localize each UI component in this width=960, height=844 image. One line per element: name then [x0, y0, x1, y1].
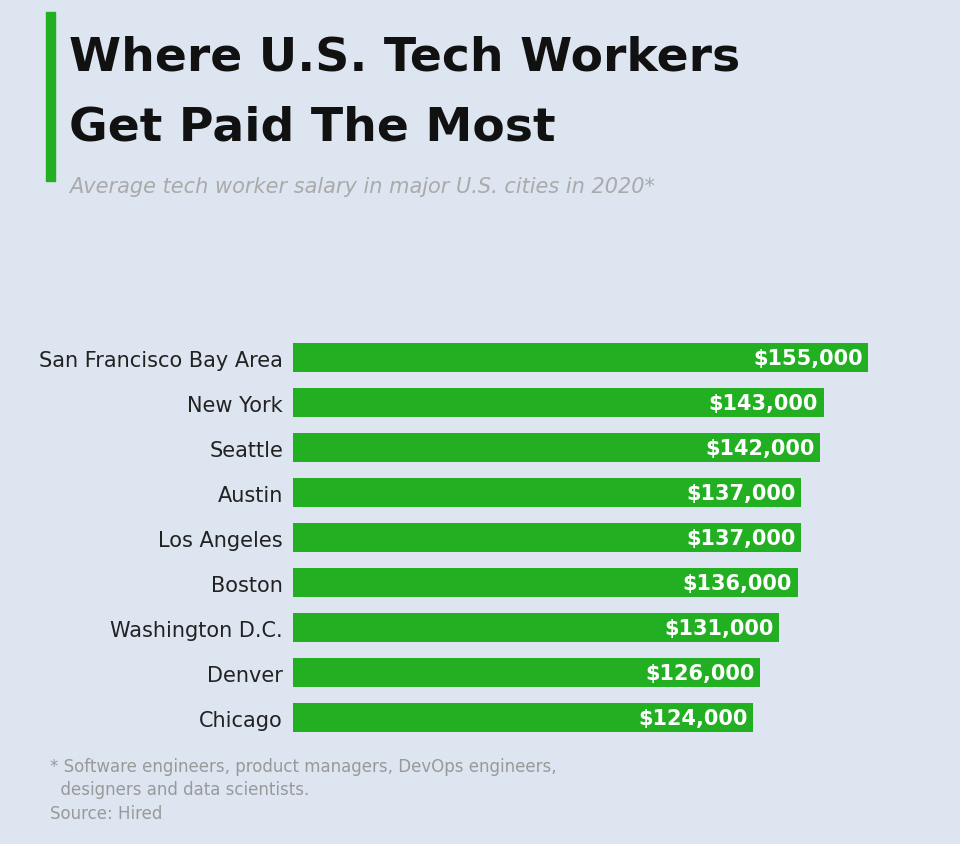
Bar — [293, 523, 802, 553]
Text: $126,000: $126,000 — [645, 663, 755, 683]
Bar — [293, 434, 820, 463]
Text: Where U.S. Tech Workers: Where U.S. Tech Workers — [69, 35, 740, 80]
Bar — [293, 568, 798, 598]
Text: * Software engineers, product managers, DevOps engineers,: * Software engineers, product managers, … — [50, 757, 557, 775]
Text: Average tech worker salary in major U.S. cities in 2020*: Average tech worker salary in major U.S.… — [69, 177, 655, 197]
Text: designers and data scientists.: designers and data scientists. — [50, 780, 309, 798]
Text: $155,000: $155,000 — [753, 349, 862, 368]
Text: $137,000: $137,000 — [686, 528, 796, 548]
Bar — [293, 389, 824, 418]
Bar — [293, 614, 779, 642]
Bar — [293, 703, 753, 733]
Text: Get Paid The Most: Get Paid The Most — [69, 106, 556, 150]
Bar — [293, 658, 760, 687]
Text: $124,000: $124,000 — [638, 708, 748, 728]
Text: $136,000: $136,000 — [683, 573, 792, 593]
Bar — [293, 344, 868, 373]
Text: $131,000: $131,000 — [664, 618, 774, 638]
Bar — [293, 479, 802, 508]
Text: $142,000: $142,000 — [705, 438, 814, 458]
Text: $137,000: $137,000 — [686, 483, 796, 503]
Text: Source: Hired: Source: Hired — [50, 804, 162, 822]
Text: $143,000: $143,000 — [708, 393, 818, 414]
